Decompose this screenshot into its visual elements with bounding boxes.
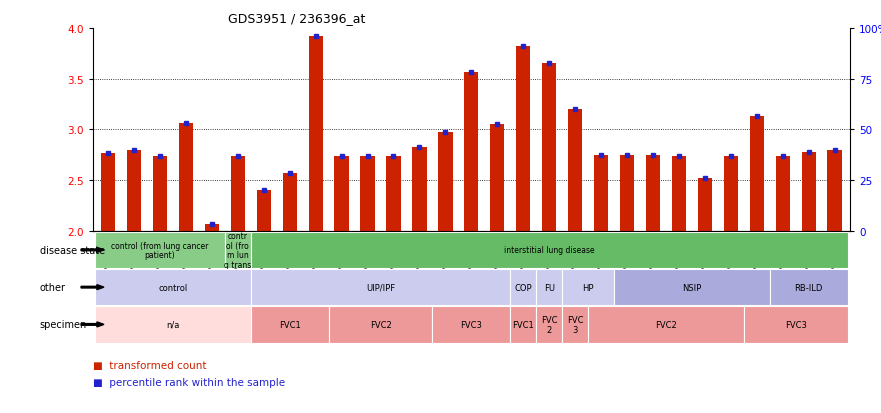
Bar [251, 269, 510, 306]
Bar [251, 306, 329, 343]
Text: GDS3951 / 236396_at: GDS3951 / 236396_at [228, 12, 366, 25]
Bar [510, 306, 537, 343]
Bar [568, 110, 582, 231]
Text: other: other [40, 282, 66, 292]
Bar [620, 155, 634, 231]
Bar [95, 306, 251, 343]
Bar [308, 37, 322, 231]
Bar [329, 306, 433, 343]
Text: COP: COP [515, 283, 532, 292]
Text: RB-ILD: RB-ILD [795, 283, 823, 292]
Bar [256, 191, 270, 231]
Bar [594, 155, 608, 231]
Bar [516, 47, 530, 231]
Bar [770, 269, 848, 306]
Bar [723, 157, 738, 231]
Text: ■  transformed count: ■ transformed count [93, 361, 206, 370]
Bar [510, 269, 537, 306]
Text: control (from lung cancer
patient): control (from lung cancer patient) [111, 241, 209, 260]
Text: contr
ol (fro
m lun
g trans: contr ol (fro m lun g trans [224, 231, 251, 269]
Text: control: control [159, 283, 188, 292]
Bar [490, 125, 505, 231]
Text: disease state: disease state [40, 245, 105, 255]
Bar [646, 155, 660, 231]
Text: FVC
2: FVC 2 [541, 315, 558, 334]
Text: FVC2: FVC2 [370, 320, 391, 329]
Bar [464, 72, 478, 231]
Bar [95, 232, 225, 268]
Bar [231, 157, 245, 231]
Bar [744, 306, 848, 343]
Bar [438, 133, 453, 231]
Bar [775, 157, 790, 231]
Bar [101, 153, 115, 231]
Bar [589, 306, 744, 343]
Bar [750, 117, 764, 231]
Bar [802, 152, 816, 231]
Bar [827, 150, 841, 231]
Text: n/a: n/a [167, 320, 180, 329]
Bar [537, 269, 562, 306]
Text: FVC3: FVC3 [461, 320, 482, 329]
Bar [152, 157, 167, 231]
Bar [433, 306, 510, 343]
Text: FU: FU [544, 283, 555, 292]
Text: FVC
3: FVC 3 [566, 315, 583, 334]
Bar [562, 269, 614, 306]
Bar [542, 64, 556, 231]
Text: FVC3: FVC3 [785, 320, 807, 329]
Bar [251, 232, 848, 268]
Text: FVC1: FVC1 [513, 320, 534, 329]
Bar [127, 150, 141, 231]
Bar [360, 157, 374, 231]
Text: NSIP: NSIP [682, 283, 701, 292]
Text: HP: HP [582, 283, 594, 292]
Bar [204, 224, 219, 231]
Bar [562, 306, 589, 343]
Text: UIP/IPF: UIP/IPF [366, 283, 395, 292]
Bar [672, 157, 686, 231]
Text: interstitial lung disease: interstitial lung disease [504, 246, 595, 255]
Bar [537, 306, 562, 343]
Bar [387, 157, 401, 231]
Text: specimen: specimen [40, 320, 87, 330]
Bar [225, 232, 251, 268]
Bar [179, 124, 193, 231]
Bar [698, 179, 712, 231]
Text: FVC1: FVC1 [278, 320, 300, 329]
Text: ■  percentile rank within the sample: ■ percentile rank within the sample [93, 377, 285, 387]
Bar [283, 173, 297, 231]
Bar [95, 269, 251, 306]
Bar [614, 269, 770, 306]
Bar [412, 147, 426, 231]
Bar [335, 157, 349, 231]
Text: FVC2: FVC2 [655, 320, 677, 329]
